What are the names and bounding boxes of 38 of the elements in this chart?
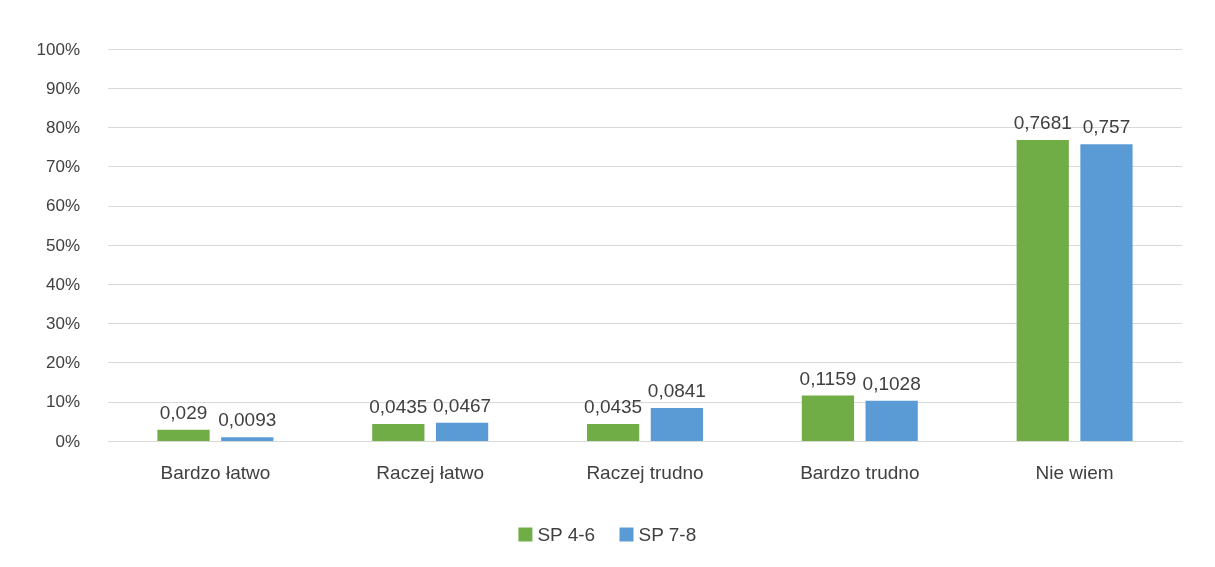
data-label: 0,0093 (218, 409, 277, 431)
x-tick-label: Raczej trudno (586, 462, 704, 483)
bar (1016, 139, 1069, 441)
y-tick-label: 100% (36, 39, 80, 59)
data-label: 0,1028 (862, 372, 921, 394)
bar (157, 429, 210, 441)
x-tick-label: Nie wiem (1035, 462, 1114, 483)
bar (650, 408, 703, 441)
data-label: 0,0435 (584, 395, 643, 417)
x-tick-label: Bardzo trudno (800, 462, 920, 483)
y-tick-label: 70% (45, 157, 80, 177)
data-label: 0,0435 (369, 395, 428, 417)
data-label: 0,757 (1082, 116, 1131, 138)
bar (1080, 144, 1133, 441)
data-label: 0,0467 (433, 394, 492, 416)
y-tick-label: 20% (45, 353, 80, 373)
bar (587, 423, 640, 441)
y-tick-label: 60% (45, 196, 80, 216)
legend-label: SP 7-8 (638, 524, 697, 545)
data-label: 0,029 (159, 401, 208, 423)
bar (865, 400, 918, 441)
y-tick-label: 50% (45, 235, 80, 255)
y-tick-label: 80% (45, 117, 80, 137)
y-tick-label: 30% (45, 313, 80, 333)
bar (801, 395, 855, 441)
bar (435, 422, 489, 441)
data-label: 0,1159 (799, 367, 857, 389)
legend-label: SP 4-6 (537, 524, 596, 545)
data-label: 0,7681 (1013, 111, 1072, 133)
x-tick-label: Bardzo łatwo (160, 462, 271, 483)
bar (372, 423, 425, 441)
y-tick-label: 0% (55, 431, 80, 451)
data-label: 0,0841 (647, 380, 706, 402)
y-tick-label: 10% (45, 392, 80, 412)
bar (221, 437, 274, 441)
x-tick-label: Raczej łatwo (376, 462, 485, 483)
y-tick-label: 40% (45, 274, 80, 294)
y-tick-label: 90% (45, 78, 80, 98)
